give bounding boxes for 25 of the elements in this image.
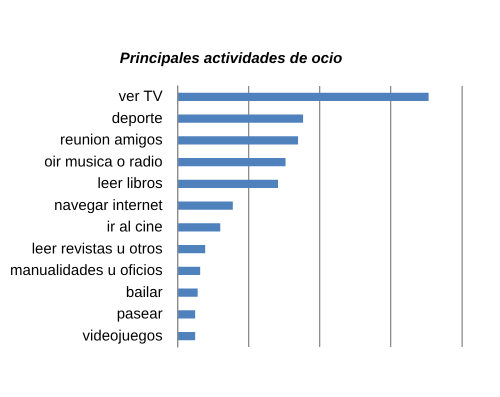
- y-tick-label: ver TV: [118, 88, 163, 106]
- y-tick-label: deporte: [112, 110, 163, 127]
- bar: [178, 92, 429, 102]
- bar: [178, 310, 196, 319]
- y-tick-label: leer revistas u otros: [32, 240, 163, 258]
- bar: [178, 332, 196, 340]
- bar: [178, 136, 298, 145]
- bar: [178, 114, 304, 123]
- y-tick-label: pasear: [116, 306, 163, 323]
- bar: [178, 201, 233, 210]
- bar: [178, 180, 278, 188]
- bar: [178, 244, 206, 254]
- bar: [178, 288, 198, 297]
- bar: [178, 266, 200, 276]
- bar: [178, 158, 286, 166]
- bar: [178, 223, 220, 232]
- y-tick-label: videojuegos: [82, 327, 163, 344]
- y-tick-label: manualidades u oficios: [10, 262, 163, 280]
- chart-title: Principales actividades de ocio: [120, 50, 342, 68]
- y-tick-label: oir musica o radio: [44, 153, 163, 170]
- y-tick-label: ir al cine: [106, 218, 163, 236]
- y-tick-label: navegar internet: [54, 196, 164, 214]
- y-tick-label: leer libros: [98, 175, 163, 192]
- y-tick-label: reunion amigos: [60, 132, 163, 149]
- y-tick-label: bailar: [126, 284, 163, 301]
